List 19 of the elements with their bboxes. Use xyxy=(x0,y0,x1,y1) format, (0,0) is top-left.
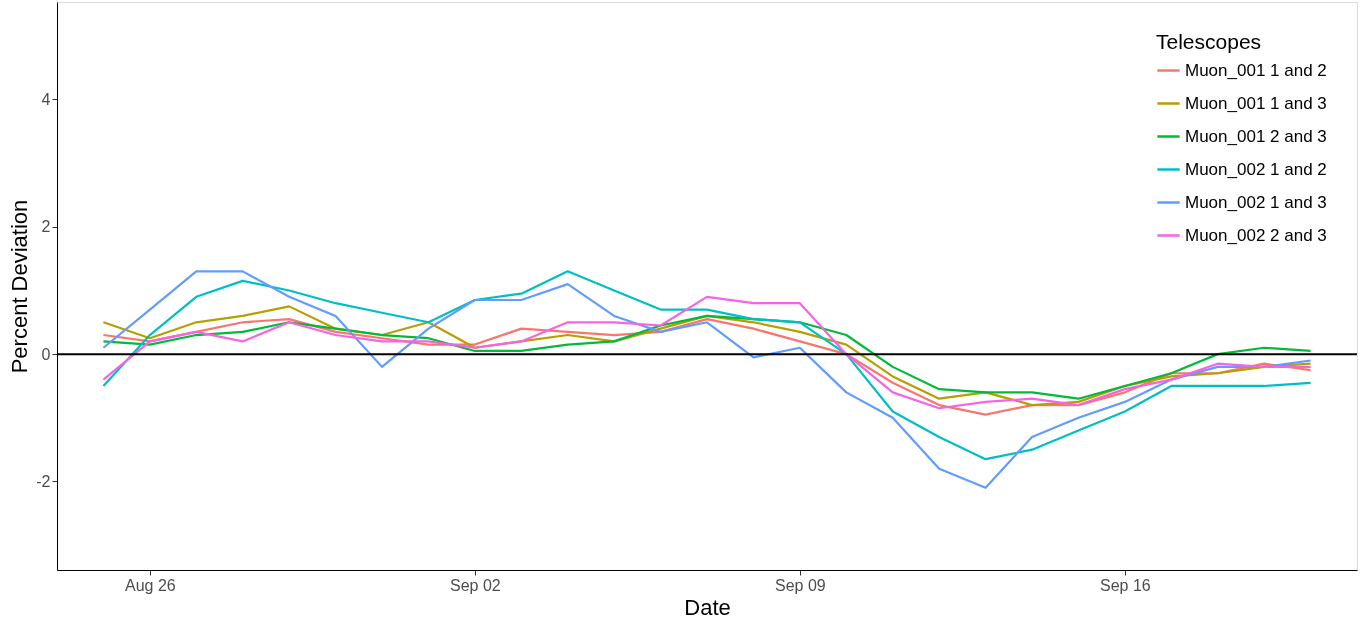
legend-label: Muon_002 1 and 2 xyxy=(1185,159,1327,179)
y-tick-label: 4 xyxy=(41,90,51,108)
legend-title: Telescopes xyxy=(1156,30,1262,53)
x-tick-label: Aug 26 xyxy=(125,576,176,594)
y-tick-label: 0 xyxy=(41,345,51,363)
y-axis-title: Percent Deviation xyxy=(7,199,33,374)
y-tick-label: 2 xyxy=(41,218,51,236)
legend-label: Muon_002 1 and 3 xyxy=(1185,192,1327,212)
x-tick-label: Sep 16 xyxy=(1100,576,1151,594)
x-tick-label: Sep 09 xyxy=(775,576,826,594)
line-series xyxy=(102,318,1312,416)
y-tick-label: -2 xyxy=(36,472,51,490)
legend-label: Muon_001 1 and 3 xyxy=(1185,93,1327,113)
legend-label: Muon_002 2 and 3 xyxy=(1185,225,1327,245)
line-series xyxy=(102,314,1312,400)
x-tick-label: Sep 02 xyxy=(450,576,501,594)
legend-label: Muon_001 2 and 3 xyxy=(1185,126,1327,146)
legend-label: Muon_001 1 and 2 xyxy=(1185,60,1327,80)
x-axis-title: Date xyxy=(684,594,731,620)
